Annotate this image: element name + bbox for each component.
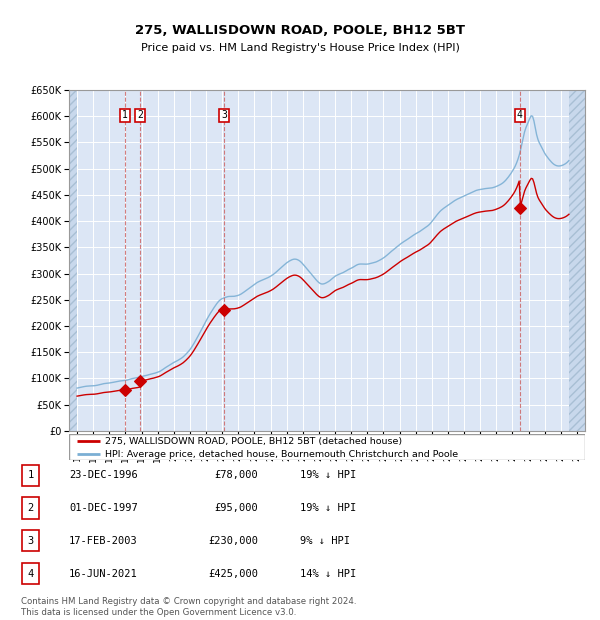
Text: 14% ↓ HPI: 14% ↓ HPI — [300, 569, 356, 578]
Text: 4: 4 — [517, 110, 523, 120]
Text: Contains HM Land Registry data © Crown copyright and database right 2024.
This d: Contains HM Land Registry data © Crown c… — [21, 598, 356, 617]
Text: 1: 1 — [28, 470, 34, 480]
Bar — [69, 90, 77, 431]
Text: 4: 4 — [28, 569, 34, 578]
Point — [121, 385, 130, 395]
Text: 275, WALLISDOWN ROAD, POOLE, BH12 5BT (detached house): 275, WALLISDOWN ROAD, POOLE, BH12 5BT (d… — [105, 437, 402, 446]
Text: HPI: Average price, detached house, Bournemouth Christchurch and Poole: HPI: Average price, detached house, Bour… — [105, 450, 458, 459]
Text: Price paid vs. HM Land Registry's House Price Index (HPI): Price paid vs. HM Land Registry's House … — [140, 43, 460, 53]
Text: 23-DEC-1996: 23-DEC-1996 — [69, 470, 138, 480]
Text: 01-DEC-1997: 01-DEC-1997 — [69, 503, 138, 513]
Text: 19% ↓ HPI: 19% ↓ HPI — [300, 503, 356, 513]
Text: 3: 3 — [221, 110, 227, 120]
Text: 17-FEB-2003: 17-FEB-2003 — [69, 536, 138, 546]
Text: 275, WALLISDOWN ROAD, POOLE, BH12 5BT: 275, WALLISDOWN ROAD, POOLE, BH12 5BT — [135, 24, 465, 37]
Point — [515, 203, 524, 213]
Point — [220, 305, 229, 315]
Text: 2: 2 — [28, 503, 34, 513]
Bar — [569, 90, 585, 431]
Text: 16-JUN-2021: 16-JUN-2021 — [69, 569, 138, 578]
Text: 2: 2 — [137, 110, 143, 120]
Text: £95,000: £95,000 — [214, 503, 258, 513]
Text: 19% ↓ HPI: 19% ↓ HPI — [300, 470, 356, 480]
Text: 3: 3 — [28, 536, 34, 546]
Text: £230,000: £230,000 — [208, 536, 258, 546]
Text: 1: 1 — [122, 110, 128, 120]
Point — [136, 376, 145, 386]
Text: £78,000: £78,000 — [214, 470, 258, 480]
Text: 9% ↓ HPI: 9% ↓ HPI — [300, 536, 350, 546]
Text: £425,000: £425,000 — [208, 569, 258, 578]
